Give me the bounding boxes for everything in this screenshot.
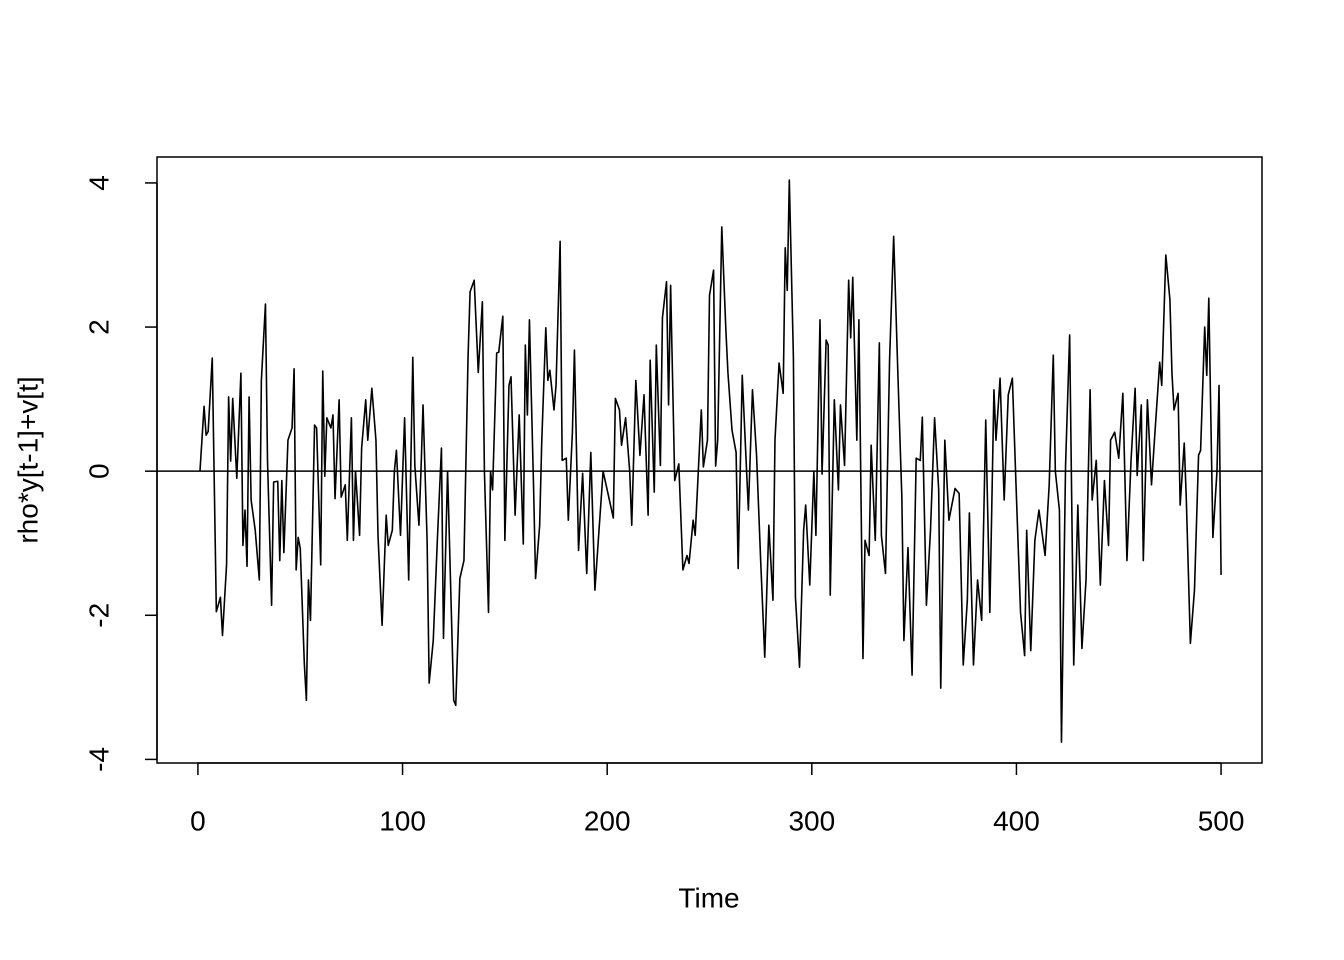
y-axis-label: rho*y[t-1]+v[t] <box>12 376 43 543</box>
y-tick-label: -4 <box>83 747 114 772</box>
x-tick-label: 200 <box>584 805 631 836</box>
x-tick-label: 400 <box>993 805 1040 836</box>
series-line <box>199 179 1222 743</box>
y-tick-label: 0 <box>83 463 114 479</box>
y-tick-label: 2 <box>83 319 114 335</box>
y-tick-label: -2 <box>83 603 114 628</box>
x-tick-label: 500 <box>1198 805 1245 836</box>
x-axis-label: Time <box>678 882 739 913</box>
x-tick-label: 300 <box>788 805 835 836</box>
y-tick-label: 4 <box>83 175 114 191</box>
x-tick-label: 0 <box>190 805 206 836</box>
x-tick-label: 100 <box>379 805 426 836</box>
